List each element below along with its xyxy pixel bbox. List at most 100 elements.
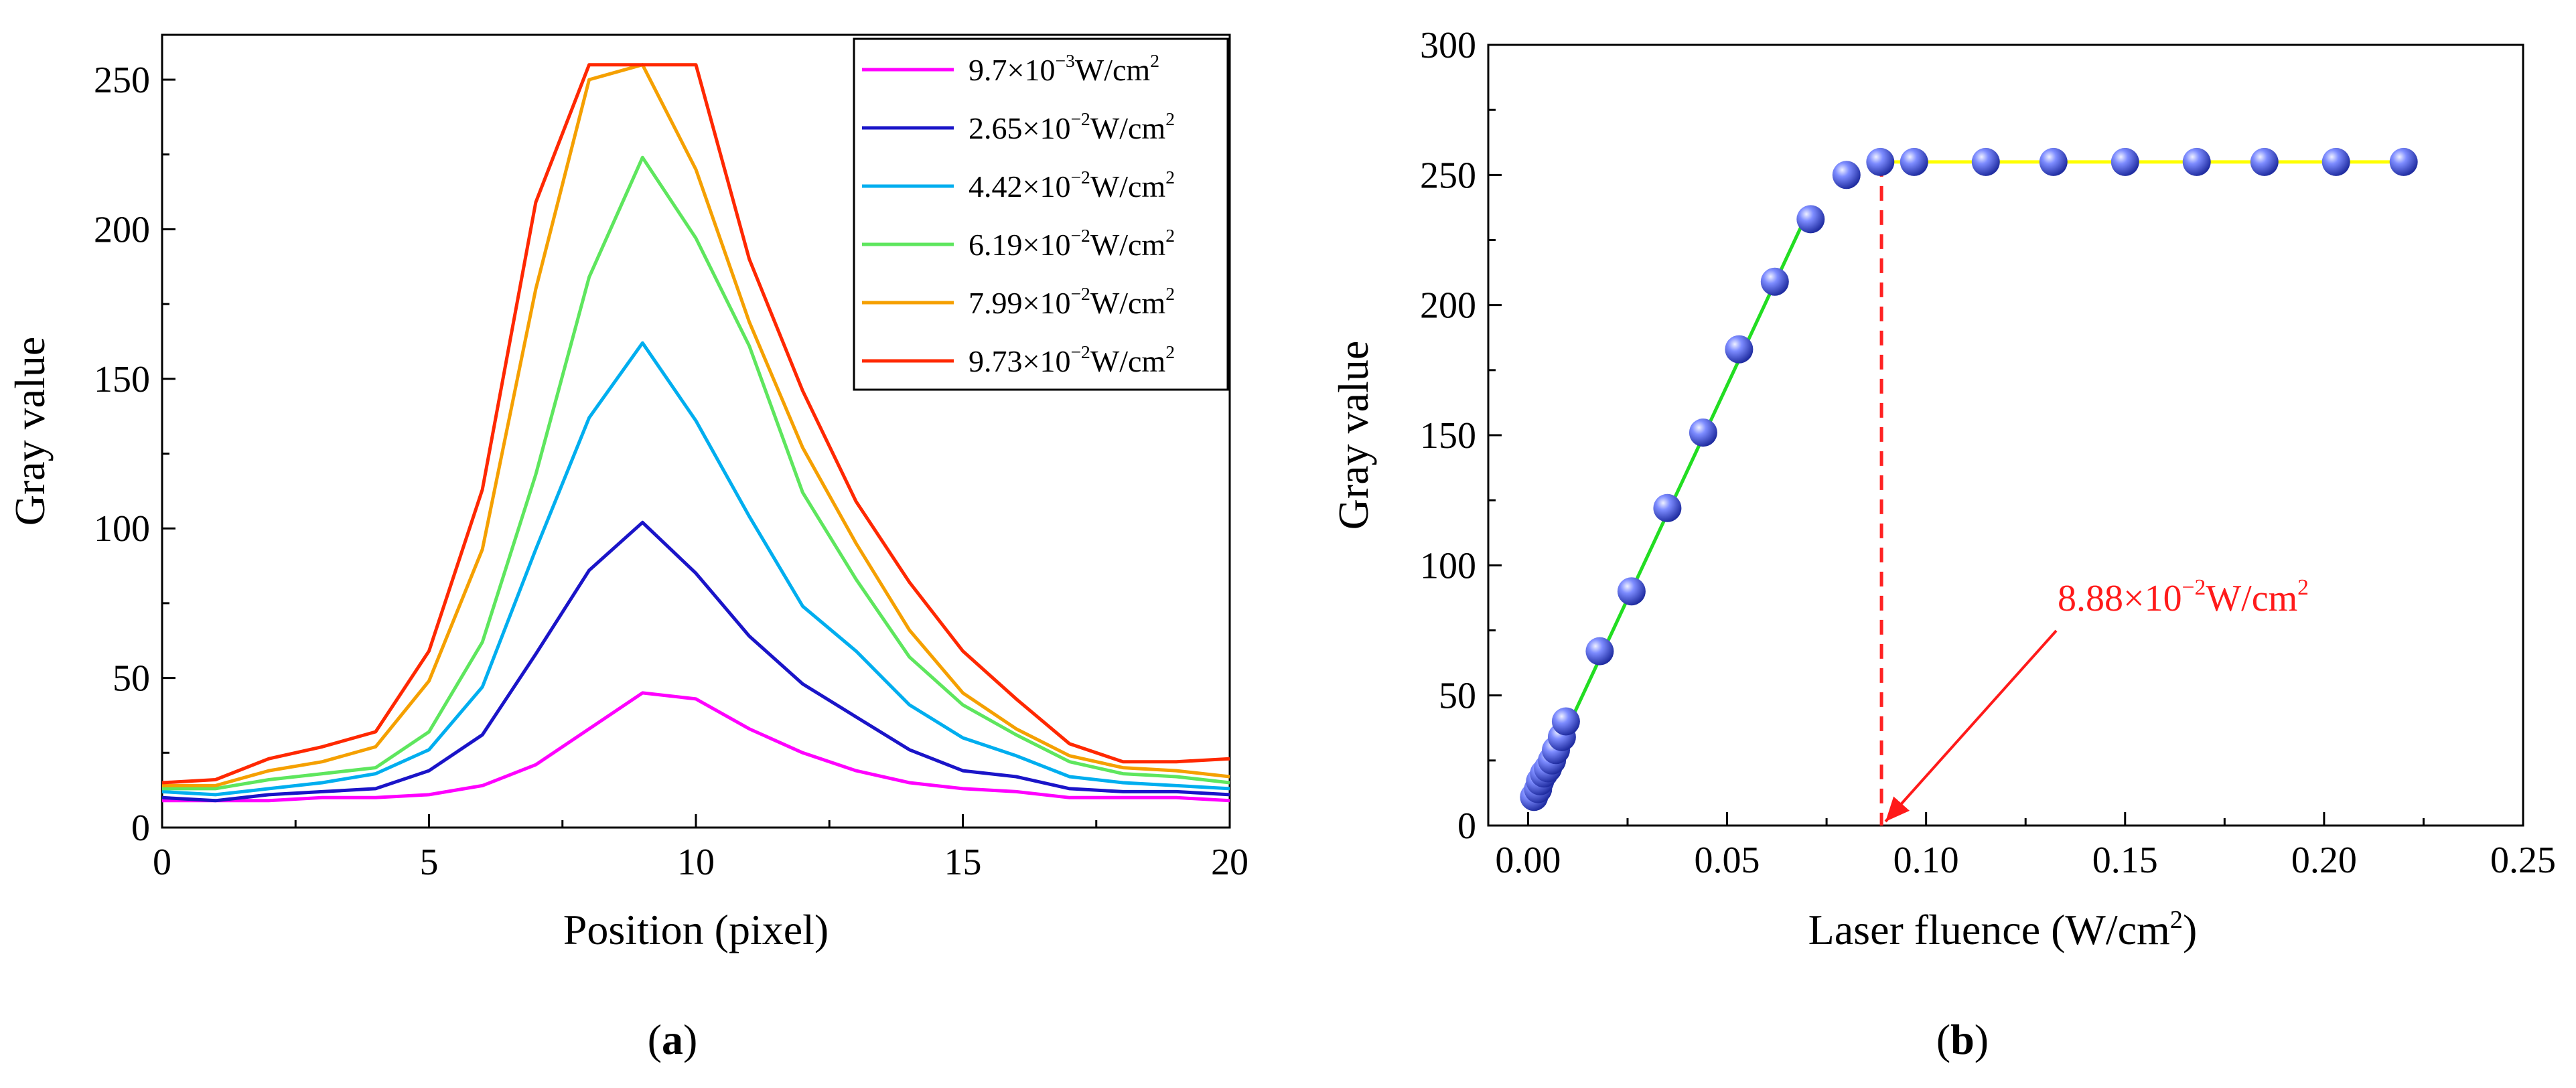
x-tick-label: 0.05 bbox=[1695, 840, 1760, 881]
data-point bbox=[1689, 418, 1717, 447]
legend-label-part: 9.7×10 bbox=[969, 53, 1055, 87]
x-tick-label: 0.25 bbox=[2490, 840, 2556, 881]
legend-label-1: 9.7×10−3W/cm2 bbox=[969, 50, 1159, 87]
annotation-text: 8.88×10−2W/cm2 bbox=[2058, 575, 2309, 619]
data-point bbox=[2389, 147, 2418, 176]
panel-b-label-close: ) bbox=[1975, 1016, 1989, 1063]
y-tick-label: 200 bbox=[1420, 285, 1476, 327]
annotation-arrow bbox=[1884, 629, 2058, 823]
data-point bbox=[1796, 205, 1825, 234]
legend-label-part: 2 bbox=[1165, 341, 1175, 362]
x-title-end: ) bbox=[2183, 906, 2197, 953]
data-point bbox=[1832, 161, 1861, 189]
x-tick-label: 15 bbox=[944, 842, 982, 883]
legend-label-part: −2 bbox=[1070, 341, 1090, 362]
legend-label-part: W/cm bbox=[1090, 228, 1166, 262]
panel-b-fit-lines bbox=[1532, 160, 2412, 826]
annotation-text-part: 2 bbox=[2297, 575, 2309, 600]
legend-label-part: 2 bbox=[1165, 225, 1175, 246]
legend-label-6: 9.73×10−2W/cm2 bbox=[969, 341, 1175, 378]
panel-b-label-letter: b bbox=[1950, 1016, 1975, 1063]
y-tick-label: 250 bbox=[94, 60, 150, 101]
legend-label-part: W/cm bbox=[1090, 169, 1166, 204]
series-line-6 bbox=[161, 63, 1230, 785]
legend-box bbox=[853, 37, 1229, 391]
data-point bbox=[1585, 637, 1614, 666]
x-tick-label: 0.00 bbox=[1495, 840, 1561, 881]
y-tick-label: 100 bbox=[1420, 545, 1476, 587]
y-tick-label: 0 bbox=[1457, 805, 1476, 847]
y-tick-label: 0 bbox=[131, 807, 150, 849]
legend-label-part: 2 bbox=[1165, 283, 1175, 304]
legend-label-4: 6.19×10−2W/cm2 bbox=[969, 225, 1175, 262]
legend-label-part: 2.65×10 bbox=[969, 111, 1070, 145]
panel-a-series-lines bbox=[161, 63, 1230, 803]
data-point bbox=[1900, 147, 1928, 176]
legend-label-3: 4.42×10−2W/cm2 bbox=[969, 167, 1175, 204]
legend-entries: 9.7×10−3W/cm22.65×10−2W/cm24.42×10−2W/cm… bbox=[862, 50, 1175, 378]
y-tick-label: 150 bbox=[1420, 415, 1476, 457]
data-point bbox=[1653, 493, 1682, 522]
legend-label-part: W/cm bbox=[1090, 111, 1166, 145]
series-line-3 bbox=[161, 341, 1230, 797]
annotation-text-part: 8.88×10 bbox=[2058, 578, 2182, 619]
legend-label-part: W/cm bbox=[1090, 286, 1166, 320]
panel-b: 0.00 0.05 0.10 0.15 0.20 0.25 0 50 100 150 200 250 3… bbox=[1330, 25, 2556, 1063]
data-point bbox=[2039, 147, 2068, 176]
legend-label-part: 6.19×10 bbox=[969, 228, 1070, 262]
panel-b-x-axis-title: Laser fluence (W/cm2) bbox=[1808, 906, 2198, 953]
panel-a-label-close: ) bbox=[683, 1016, 697, 1063]
x-tick-label: 10 bbox=[677, 842, 715, 883]
data-point bbox=[2110, 147, 2139, 176]
x-tick-label: 20 bbox=[1211, 842, 1248, 883]
legend-label-part: 2 bbox=[1165, 167, 1175, 187]
data-point bbox=[1551, 707, 1580, 736]
legend-label-part: W/cm bbox=[1090, 344, 1166, 378]
panel-a-x-axis-title: Position (pixel) bbox=[563, 906, 829, 953]
panel-a-label-letter: a bbox=[662, 1016, 683, 1063]
legend-label-part: −2 bbox=[1070, 167, 1090, 187]
legend-label-part: 4.42×10 bbox=[969, 169, 1070, 204]
panel-b-y-axis-title: Gray value bbox=[1330, 341, 1377, 530]
panel-b-label: (b) bbox=[1936, 1016, 1989, 1063]
panel-b-axes: 0.00 0.05 0.10 0.15 0.20 0.25 0 50 100 150 200 250 3… bbox=[1420, 25, 2556, 881]
panel-a-label: (a) bbox=[648, 1016, 698, 1063]
annotation-text-part: W/cm bbox=[2206, 578, 2297, 619]
legend-label-5: 7.99×10−2W/cm2 bbox=[969, 283, 1175, 320]
x-tick-label: 0.15 bbox=[2092, 840, 2158, 881]
panel-b-label-open: ( bbox=[1936, 1016, 1950, 1063]
data-point bbox=[1971, 147, 2000, 176]
data-point bbox=[1725, 335, 1754, 364]
series-line-1 bbox=[162, 691, 1230, 803]
x-title-main: Laser fluence (W/cm bbox=[1808, 906, 2170, 953]
legend-label-part: 2 bbox=[1165, 108, 1175, 129]
legend-label-2: 2.65×10−2W/cm2 bbox=[969, 108, 1175, 145]
legend-label-part: W/cm bbox=[1075, 53, 1151, 87]
data-point bbox=[1866, 147, 1895, 176]
legend-label-part: 7.99×10 bbox=[969, 286, 1070, 320]
y-tick-label: 200 bbox=[94, 209, 150, 250]
x-title-sup: 2 bbox=[2170, 906, 2183, 934]
panel-b-annotation: 8.88×10−2W/cm2 bbox=[1884, 575, 2309, 823]
data-point bbox=[1617, 577, 1646, 606]
series-line-5 bbox=[162, 63, 1230, 787]
y-tick-label: 300 bbox=[1420, 25, 1476, 66]
y-tick-label: 100 bbox=[94, 508, 150, 550]
y-tick-label: 150 bbox=[94, 359, 150, 400]
panel-a-y-axis-title: Gray value bbox=[6, 337, 54, 526]
legend-label-part: 2 bbox=[1150, 50, 1159, 71]
series-line-2 bbox=[161, 520, 1230, 803]
panel-b-points bbox=[1520, 147, 2418, 811]
data-point bbox=[2321, 147, 2350, 176]
panel-a-legend: 9.7×10−3W/cm22.65×10−2W/cm24.42×10−2W/cm… bbox=[853, 37, 1229, 391]
x-tick-label: 0.10 bbox=[1893, 840, 1959, 881]
panel-a-label-open: ( bbox=[648, 1016, 662, 1063]
legend-label-part: −2 bbox=[1070, 225, 1090, 246]
legend-label-part: −3 bbox=[1055, 50, 1074, 71]
legend-label-part: 9.73×10 bbox=[969, 344, 1070, 378]
y-tick-label: 250 bbox=[1420, 155, 1476, 196]
y-tick-label: 50 bbox=[113, 658, 150, 700]
annotation-text-part: −2 bbox=[2182, 575, 2206, 600]
